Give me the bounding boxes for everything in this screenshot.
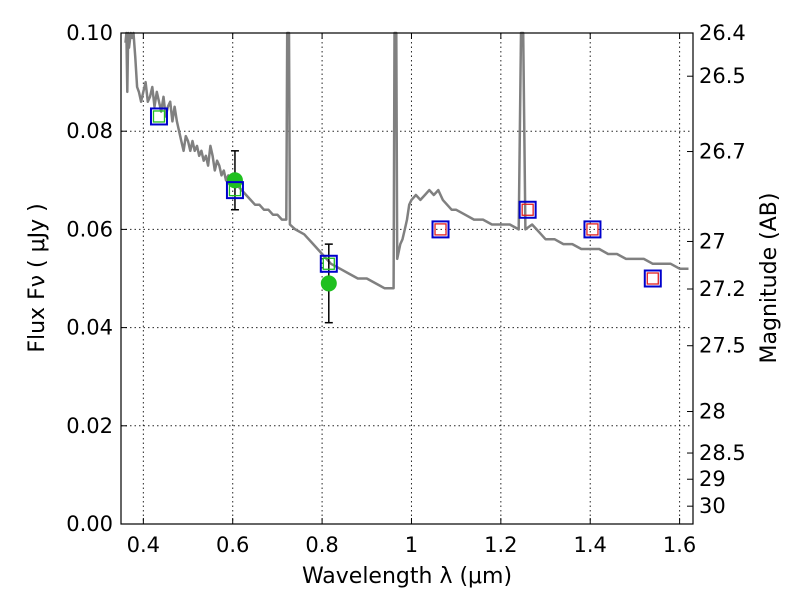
magnitude-tick-label: 27.5 xyxy=(699,334,746,358)
x-axis-label: Wavelength λ (μm) xyxy=(302,564,512,589)
magnitude-tick-label: 26.4 xyxy=(699,21,746,45)
inner-square xyxy=(322,257,335,270)
x-tick-label: 0.4 xyxy=(127,533,160,557)
x-tick-label: 1.4 xyxy=(574,533,607,557)
inner-square xyxy=(434,223,447,236)
model-photometry-square xyxy=(583,220,602,239)
model-spectrum-line xyxy=(124,31,689,290)
magnitude-tick-label: 26.5 xyxy=(699,64,746,88)
x-tick-label: 1.2 xyxy=(484,533,517,557)
observed-flux-point xyxy=(320,275,337,292)
grid xyxy=(121,33,693,524)
model-photometry-points xyxy=(149,107,662,288)
magnitude-tick-label: 27 xyxy=(699,229,726,253)
plot-frame xyxy=(120,32,694,525)
model-photometry-square xyxy=(225,181,244,200)
model-photometry-square xyxy=(319,254,338,273)
model-photometry-square xyxy=(149,107,168,126)
x-tick-label: 1 xyxy=(405,533,418,557)
magnitude-tick-label: 28 xyxy=(699,400,726,424)
y-tick-label: 0.04 xyxy=(66,316,113,340)
model-photometry-square xyxy=(518,200,537,219)
inner-square xyxy=(521,203,534,216)
y-tick-label: 0.06 xyxy=(66,217,113,241)
y-tick-label: 0.10 xyxy=(66,21,113,45)
x-tick-label: 0.8 xyxy=(305,533,338,557)
inner-square xyxy=(152,110,166,123)
magnitude-tick-label: 27.2 xyxy=(699,277,746,301)
y-tick-label: 0.00 xyxy=(66,512,113,536)
x-tick-label: 1.6 xyxy=(663,533,696,557)
inner-square xyxy=(586,223,599,236)
x-axis-ticks: 0.4 0.6 0.8 1 1.2 1.4 1.6 xyxy=(127,33,696,557)
model-photometry-square xyxy=(643,269,662,288)
magnitude-tick-label: 30 xyxy=(699,494,726,518)
model-spectrum xyxy=(124,31,689,290)
y-axis-label: Flux Fν ( μJy ) xyxy=(25,203,50,352)
x-tick-label: 0.6 xyxy=(216,533,249,557)
y-tick-label: 0.02 xyxy=(66,414,113,438)
magnitude-axis-ticks: 26.4 26.5 26.7 27 27.2 27.5 28 28.529 30 xyxy=(687,21,746,518)
y-tick-label: 0.08 xyxy=(66,119,113,143)
magnitude-tick-label: 28.5 xyxy=(699,441,746,465)
observed-points xyxy=(226,150,337,324)
inner-square xyxy=(646,272,659,285)
magnitude-tick-label: 26.7 xyxy=(699,140,746,164)
y-axis-ticks: 0.00 0.02 0.04 0.06 0.08 0.10 xyxy=(66,21,127,536)
model-photometry-square xyxy=(431,220,450,239)
magnitude-tick-label: 29 xyxy=(699,467,726,491)
inner-square xyxy=(228,183,242,197)
magnitude-axis-label: Magnitude (AB) xyxy=(757,193,782,364)
